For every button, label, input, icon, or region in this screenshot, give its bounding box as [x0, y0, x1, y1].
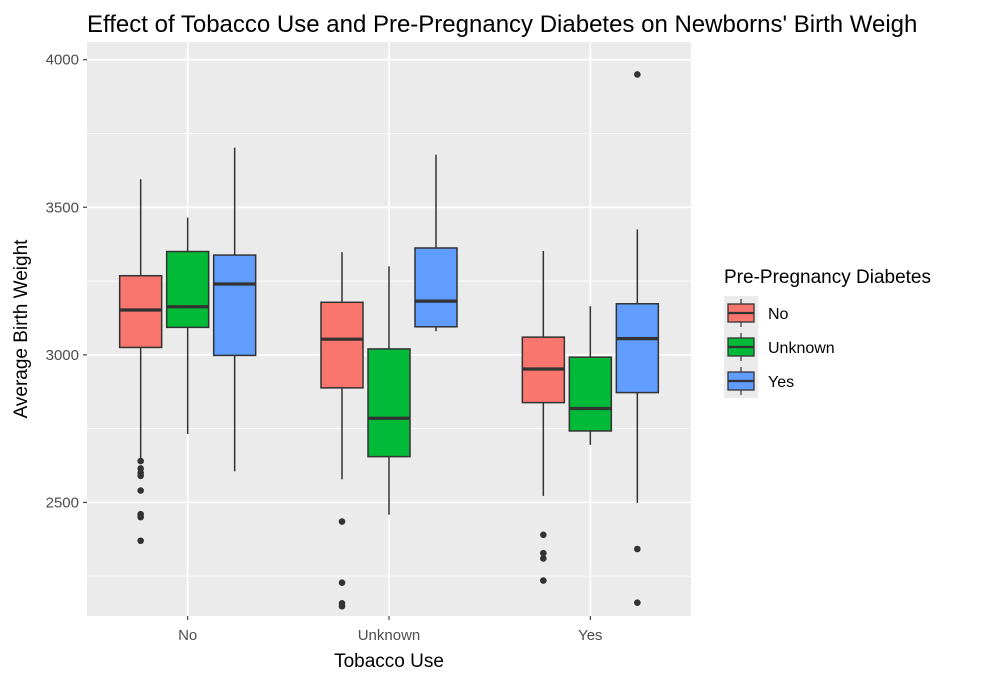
box-yes-yes	[615, 71, 660, 607]
legend-label: Unknown	[768, 340, 835, 357]
y-axis: 2500 3000 3500 4000	[46, 52, 87, 511]
y-tick-label: 3000	[46, 347, 79, 364]
x-tick-label: Yes	[578, 627, 602, 644]
box-yes-unknown	[414, 154, 458, 332]
outlier-point	[634, 71, 641, 78]
box-iqr	[212, 254, 257, 357]
box-unknown-unknown	[367, 266, 411, 515]
outlier-point	[540, 549, 547, 557]
x-axis: No Unknown Yes	[178, 616, 603, 644]
outlier-point	[338, 518, 346, 525]
outlier-point	[540, 577, 547, 584]
legend-item-yes: Yes	[724, 364, 794, 398]
outlier-point	[137, 513, 144, 521]
box-unknown-no	[165, 217, 210, 434]
legend-label: No	[768, 306, 789, 323]
y-tick-label: 3500	[46, 199, 79, 216]
box-yes-no	[212, 147, 257, 472]
y-tick-label: 2500	[46, 494, 79, 511]
y-tick-label: 4000	[46, 52, 79, 69]
outlier-point	[634, 545, 641, 553]
box-iqr	[568, 356, 613, 432]
box-iqr	[414, 247, 458, 328]
box-no-yes	[521, 250, 566, 584]
box-iqr	[367, 348, 411, 458]
box-iqr	[320, 301, 364, 389]
box-iqr	[165, 250, 210, 329]
outlier-point	[137, 457, 144, 465]
box-unknown-yes	[568, 306, 613, 445]
outlier-point	[338, 579, 346, 586]
outlier-point	[540, 555, 547, 562]
legend-keys: No Unknown Yes	[724, 296, 835, 398]
legend-item-unknown: Unknown	[724, 330, 835, 364]
boxes-layer	[118, 71, 660, 610]
outlier-point	[634, 599, 641, 607]
outlier-point	[137, 472, 144, 480]
outlier-point	[137, 537, 144, 545]
outlier-point	[540, 531, 547, 539]
x-tick-label: No	[178, 627, 197, 644]
box-iqr	[118, 274, 163, 349]
x-tick-label: Unknown	[358, 627, 421, 644]
legend-item-no: No	[724, 296, 789, 330]
outlier-point	[338, 602, 346, 610]
box-no-no	[118, 179, 163, 545]
legend-label: Yes	[768, 374, 794, 391]
legend: Pre-Pregnancy Diabetes No Unknown Yes	[724, 267, 931, 398]
y-axis-title: Average Birth Weight	[11, 239, 32, 419]
chart-title: Effect of Tobacco Use and Pre-Pregnancy …	[87, 11, 917, 38]
legend-title: Pre-Pregnancy Diabetes	[724, 267, 931, 288]
x-axis-title: Tobacco Use	[334, 651, 444, 672]
box-no-unknown	[320, 252, 364, 610]
box-iqr	[615, 303, 660, 394]
outlier-point	[137, 487, 144, 494]
